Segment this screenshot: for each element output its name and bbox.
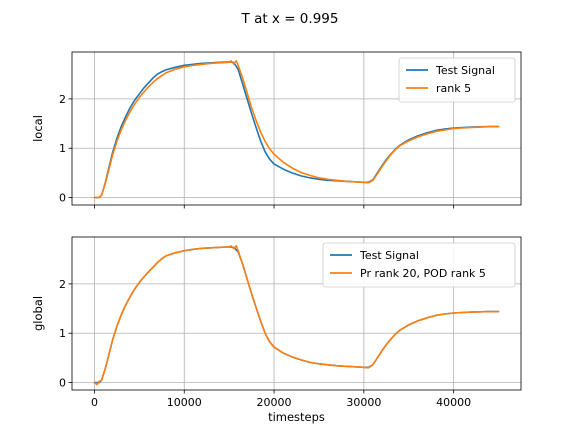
x-tick-label: 20000: [257, 396, 292, 409]
plot-frame: [71, 51, 522, 206]
series-line-reconstruction: [93, 60, 500, 199]
y-axis-label: local: [31, 115, 45, 142]
legend-label: Test Signal: [359, 249, 419, 262]
plot-frame: [71, 236, 522, 391]
x-tick-label: 10000: [167, 396, 202, 409]
x-axis-label: timesteps: [268, 410, 325, 424]
legend-box: [322, 242, 516, 288]
legend-box: [398, 57, 516, 103]
x-tick-label: 40000: [436, 396, 471, 409]
y-tick-label: 2: [59, 278, 66, 291]
y-tick-label: 0: [59, 377, 66, 390]
y-tick-label: 0: [59, 192, 66, 205]
legend-label: Test Signal: [435, 64, 495, 77]
legend-label: Pr rank 20, POD rank 5: [360, 267, 486, 280]
legend-label: rank 5: [436, 82, 471, 95]
figure-title: T at x = 0.995: [241, 11, 339, 27]
x-tick-label: 0: [91, 396, 98, 409]
y-axis-label: global: [31, 296, 45, 331]
legend: Test Signal Pr rank 20, POD rank 5: [322, 242, 516, 288]
y-tick-label: 2: [59, 93, 66, 106]
y-tick-label: 1: [59, 327, 66, 340]
subplot-1: 0 1 2 local Test Signal rank 5: [31, 51, 522, 209]
legend: Test Signal rank 5: [398, 57, 516, 103]
y-tick-label: 1: [59, 142, 66, 155]
series-line-reconstruction: [93, 245, 500, 386]
x-tick-label: 30000: [346, 396, 381, 409]
subplot-2: 0 10000 20000 30000 40000 0 1 2 global timesteps T…: [31, 236, 522, 424]
